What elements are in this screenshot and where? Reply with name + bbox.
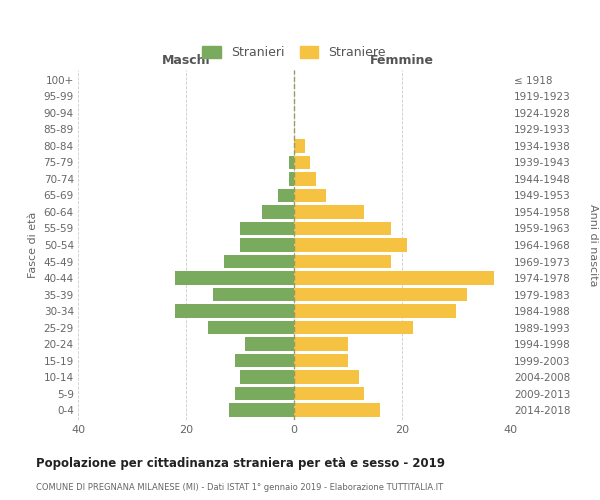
Bar — [229, 404, 294, 416]
Bar — [175, 272, 294, 284]
Text: Femmine: Femmine — [370, 54, 434, 66]
Bar — [245, 338, 294, 350]
Bar — [294, 140, 305, 152]
Bar — [262, 206, 294, 218]
Bar — [289, 172, 294, 186]
Bar — [278, 189, 294, 202]
Text: Popolazione per cittadinanza straniera per età e sesso - 2019: Popolazione per cittadinanza straniera p… — [36, 458, 445, 470]
Y-axis label: Anni di nascita: Anni di nascita — [587, 204, 598, 286]
Bar — [294, 354, 348, 367]
Y-axis label: Fasce di età: Fasce di età — [28, 212, 38, 278]
Legend: Stranieri, Straniere: Stranieri, Straniere — [197, 41, 391, 64]
Bar — [294, 156, 310, 169]
Bar — [294, 272, 494, 284]
Bar — [289, 156, 294, 169]
Bar — [294, 404, 380, 416]
Bar — [208, 321, 294, 334]
Bar — [240, 222, 294, 235]
Bar — [294, 206, 364, 218]
Bar — [213, 288, 294, 301]
Bar — [240, 370, 294, 384]
Bar — [294, 172, 316, 186]
Bar — [240, 238, 294, 252]
Bar — [294, 288, 467, 301]
Bar — [175, 304, 294, 318]
Bar — [294, 321, 413, 334]
Bar — [294, 238, 407, 252]
Bar — [224, 255, 294, 268]
Bar — [294, 387, 364, 400]
Bar — [294, 370, 359, 384]
Bar — [235, 387, 294, 400]
Text: Maschi: Maschi — [161, 54, 211, 66]
Bar — [235, 354, 294, 367]
Bar — [294, 338, 348, 350]
Bar — [294, 304, 456, 318]
Bar — [294, 222, 391, 235]
Text: COMUNE DI PREGNANA MILANESE (MI) - Dati ISTAT 1° gennaio 2019 - Elaborazione TUT: COMUNE DI PREGNANA MILANESE (MI) - Dati … — [36, 482, 443, 492]
Bar — [294, 189, 326, 202]
Bar — [294, 255, 391, 268]
